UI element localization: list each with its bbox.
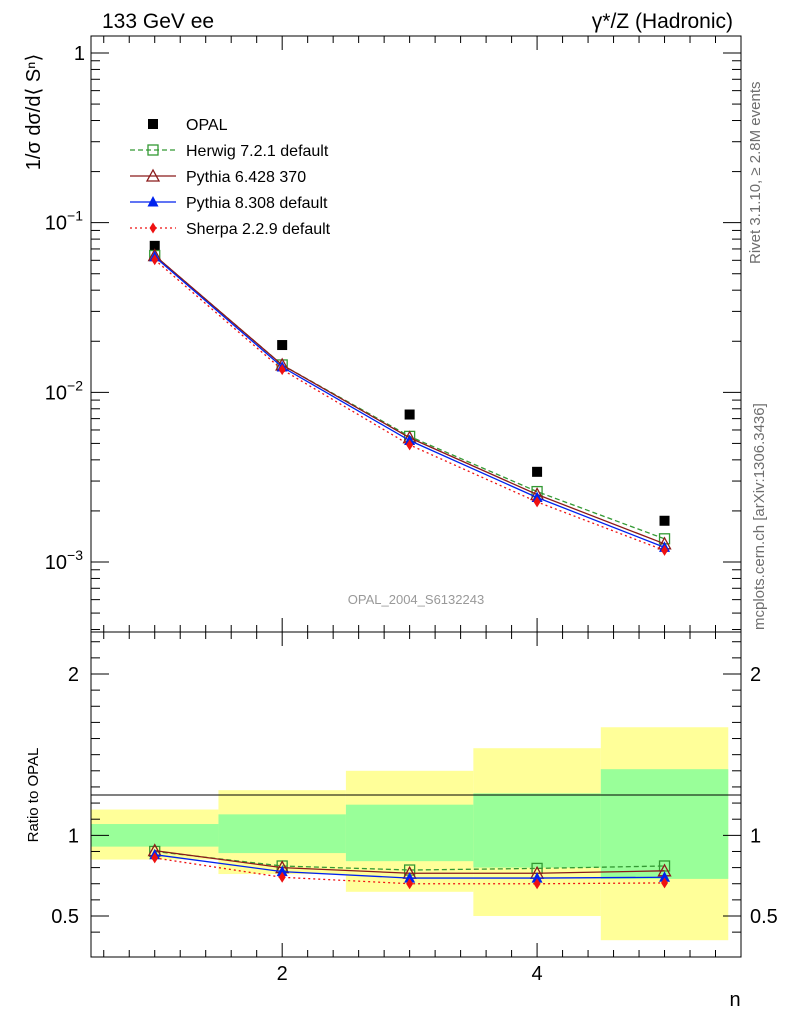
ratio-point-pythia8 <box>531 872 543 883</box>
ratio-band-inner <box>473 793 601 868</box>
legend-label-herwig: Herwig 7.2.1 default <box>186 143 329 160</box>
header-right-label: γ*/Z (Hadronic) <box>592 10 733 33</box>
legend-marker-opal <box>148 119 158 129</box>
ratio-y-axis-label: Ratio to OPAL <box>25 748 42 843</box>
mcplots-label: mcplots.cern.ch [arXiv:1306.3436] <box>751 403 768 630</box>
ratio-band-inner <box>218 814 346 854</box>
ratio-y-tick-label-left: 0.5 <box>51 906 79 928</box>
ratio-line-herwig <box>154 850 665 871</box>
point-opal <box>532 466 543 477</box>
legend-label-pythia8: Pythia 8.308 default <box>186 195 328 212</box>
point-sherpa <box>661 544 669 556</box>
ratio-frame <box>90 631 742 958</box>
main-ticks-group <box>91 36 742 632</box>
ratio-bands-group <box>91 727 729 941</box>
legend-label-sherpa: Sherpa 2.2.9 default <box>186 221 331 238</box>
main-series-group <box>147 240 672 556</box>
ratio-point-sherpa <box>406 878 414 890</box>
legend-marker-herwig <box>147 144 159 156</box>
main-y-tick-label: 10−3 <box>45 547 83 574</box>
point-sherpa <box>533 496 541 508</box>
legend-label-pythia6: Pythia 6.428 370 <box>186 169 306 186</box>
ratio-ticks-group <box>91 632 742 957</box>
ratio-y-tick-label-right: 2 <box>750 664 761 686</box>
point-sherpa <box>151 254 159 266</box>
legend-marker-pythia6 <box>145 168 161 182</box>
series-line-pythia8 <box>154 256 665 548</box>
ratio-point-sherpa <box>278 871 286 883</box>
main-y-tick-label: 10−2 <box>45 377 83 404</box>
ratio-point-pythia8 <box>276 865 288 877</box>
ratio-panel: 0.5 0.5 1 1 2 2 2 4 Ratio to OPAL n <box>25 631 778 1011</box>
point-opal <box>404 409 415 420</box>
main-y-axis-label: 1/σ dσ/d⟨ Sⁿ⟩ <box>23 54 45 171</box>
point-opal <box>149 240 160 251</box>
main-panel: 1 10−1 10−2 10−3 1/σ dσ/d⟨ Sⁿ⟩ OPAL_2004_S6… <box>23 35 742 633</box>
ratio-y-tick-label-left: 2 <box>68 664 79 686</box>
series-line-pythia6 <box>154 255 665 545</box>
point-opal <box>277 340 288 351</box>
legend-marker-pythia8 <box>147 196 159 207</box>
legend-marker-sherpa <box>149 222 157 234</box>
ratio-point-sherpa <box>151 852 159 864</box>
ratio-band-inner <box>345 804 474 862</box>
ratio-band-inner <box>91 824 219 847</box>
main-ytick-labels: 1 10−1 10−2 10−3 <box>45 43 85 574</box>
point-opal <box>659 515 670 526</box>
x-tick-label: 4 <box>532 963 543 985</box>
x-axis-label: n <box>729 989 740 1011</box>
ratio-point-pythia8 <box>404 872 416 883</box>
ratio-point-pythia8 <box>659 871 671 882</box>
main-y-tick-label: 1 <box>74 43 85 65</box>
analysis-id-label: OPAL_2004_S6132243 <box>348 592 484 607</box>
legend: OPAL Herwig 7.2.1 default Pythia 6.428 370… <box>130 117 331 238</box>
point-sherpa <box>278 364 286 376</box>
point-sherpa <box>406 439 414 451</box>
legend-label-opal: OPAL <box>186 117 228 134</box>
series-line-herwig <box>154 255 665 540</box>
ratio-point-sherpa <box>661 877 669 889</box>
main-y-tick-label: 10−1 <box>45 208 83 235</box>
ratio-point-sherpa <box>533 878 541 890</box>
header-left-label: 133 GeV ee <box>102 10 214 33</box>
ratio-y-tick-label-left: 1 <box>68 825 79 847</box>
x-tick-label: 2 <box>277 963 288 985</box>
series-line-sherpa <box>154 259 665 552</box>
rivet-version-label: Rivet 3.1.10, ≥ 2.8M events <box>747 82 764 265</box>
ratio-series-group <box>147 843 672 890</box>
ratio-y-tick-label-right: 0.5 <box>750 906 778 928</box>
ratio-tick-labels: 0.5 0.5 1 1 2 2 2 4 <box>51 664 778 985</box>
ratio-y-tick-label-right: 1 <box>750 825 761 847</box>
ratio-band-inner <box>600 769 729 879</box>
